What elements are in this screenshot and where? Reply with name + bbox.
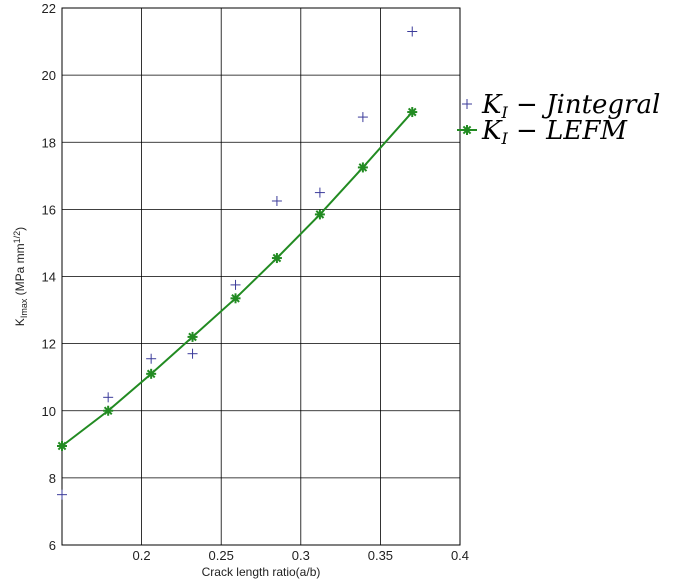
y-axis-label: KImax (MPa mm1/2) xyxy=(12,227,29,326)
grid xyxy=(62,7,461,546)
data-point xyxy=(103,405,114,416)
y-tick-label: 8 xyxy=(49,471,56,486)
data-point xyxy=(230,293,241,304)
data-point xyxy=(357,162,368,173)
data-point xyxy=(271,253,282,264)
x-tick-label: 0.35 xyxy=(368,548,393,563)
data-point xyxy=(314,209,325,220)
data-point xyxy=(57,489,67,500)
y-tick-label: 6 xyxy=(49,538,56,553)
series-1 xyxy=(57,26,418,500)
x-tick-label: 0.2 xyxy=(133,548,151,563)
data-point xyxy=(187,348,198,359)
y-axis: 6 8 10 12 14 16 18 20 22 xyxy=(42,1,56,553)
y-tick-label: 12 xyxy=(42,337,56,352)
y-axis-label-units: (MPa mm xyxy=(13,243,27,298)
x-tick-label: 0.4 xyxy=(451,548,469,563)
series-line xyxy=(61,111,413,447)
y-tick-label: 14 xyxy=(42,270,56,285)
data-point xyxy=(271,195,282,206)
y-tick-label: 18 xyxy=(42,135,56,150)
legend-item: KI − LEFM xyxy=(457,116,628,148)
series-layer xyxy=(57,26,418,500)
y-axis-label-sub: Imax xyxy=(19,298,29,318)
y-axis-label-close: ) xyxy=(13,227,27,231)
x-tick-label: 0.25 xyxy=(209,548,234,563)
y-axis-label-main: K xyxy=(13,318,27,326)
data-point xyxy=(357,112,368,123)
y-axis-label-sup: 1/2 xyxy=(12,231,22,244)
legend-label: KI − Jintegral xyxy=(481,90,660,122)
data-point xyxy=(103,392,114,403)
data-point xyxy=(407,107,418,118)
legend-item: KI − Jintegral xyxy=(462,90,660,122)
x-axis: 0.2 0.25 0.3 0.35 0.4 xyxy=(133,548,469,563)
y-tick-label: 22 xyxy=(42,1,56,16)
legend-marker xyxy=(462,125,472,135)
x-axis-label: Crack length ratio(a/b) xyxy=(202,565,321,579)
x-tick-label: 0.3 xyxy=(292,548,310,563)
data-point xyxy=(187,331,198,342)
data-point xyxy=(407,26,418,37)
data-point xyxy=(230,279,241,290)
plot-frame xyxy=(61,7,461,546)
y-tick-label: 10 xyxy=(42,404,56,419)
legend-label: KI − LEFM xyxy=(481,116,628,148)
legend-marker xyxy=(462,99,472,109)
data-point xyxy=(146,353,157,364)
series-2 xyxy=(57,107,418,451)
data-point xyxy=(146,368,157,379)
y-tick-label: 16 xyxy=(42,202,56,217)
y-tick-label: 20 xyxy=(42,68,56,83)
data-point xyxy=(57,440,67,451)
data-point xyxy=(314,187,325,198)
